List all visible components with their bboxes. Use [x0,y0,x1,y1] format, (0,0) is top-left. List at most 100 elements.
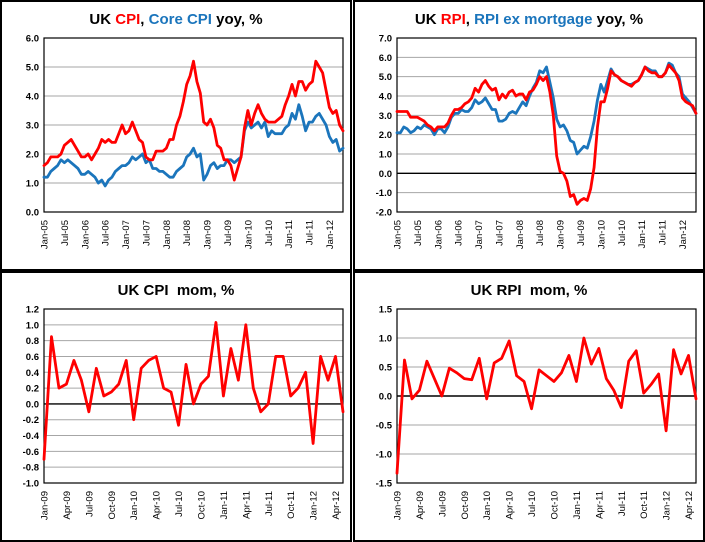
y-axis-tick-label: -1.0 [376,188,392,199]
x-axis-tick-label: Jul-07 [494,220,505,246]
chart-title-rpi-mom: UK RPI mom, % [355,273,703,305]
x-axis-tick-label: Jul-08 [535,220,546,246]
y-axis-tick-label: 0.0 [379,169,392,180]
x-axis-tick-label: Jan-12 [662,491,673,520]
x-axis-tick-label: Jan-09 [40,491,51,520]
y-axis-tick-label: 1.5 [379,305,393,316]
chart-title-part: UK CPI mom, % [117,281,235,299]
x-axis-tick-label: Oct-10 [196,491,207,520]
x-axis-tick-label: Jan-10 [129,491,140,520]
chart-title-part: CPI [115,10,141,28]
x-axis-tick-label: Apr-10 [152,491,163,520]
chart-title-rpi-rpix-yoy: UK RPI, RPI ex mortgage yoy, % [355,2,703,34]
x-axis-tick-label: Jul-11 [264,491,275,516]
y-axis-tick-label: -0.5 [376,421,393,432]
chart-title-part: RPI [440,10,466,28]
y-axis-tick-label: 4.0 [26,92,39,103]
x-axis-tick-label: Jan-12 [678,220,689,249]
x-axis-tick-label: Jul-10 [527,491,538,517]
x-axis-tick-label: Jul-10 [174,491,185,517]
series-line-rpi [395,63,698,206]
x-axis-tick-label: Apr-11 [594,491,605,519]
y-axis-tick-label: 0.8 [26,336,39,347]
y-axis-tick-label: 1.0 [26,320,39,331]
x-axis-tick-label: Jul-07 [141,220,152,246]
chart-title-part: , [140,10,149,28]
y-axis-tick-label: -1.0 [23,479,39,490]
x-axis-tick-label: Oct-11 [286,491,297,519]
y-axis-tick-label: -0.2 [23,415,39,426]
x-axis-tick-label: Jul-10 [617,220,628,246]
x-axis-tick-label: Jul-11 [617,491,628,516]
y-axis-tick-label: 5.0 [379,72,392,83]
plot-border [43,37,344,213]
y-axis-tick-label: 0.2 [26,384,39,395]
x-axis-tick-label: Jul-06 [101,220,112,246]
x-axis-tick-label: Jan-09 [556,220,567,249]
chart-panel-rpi-rpix-yoy: UK RPI, RPI ex mortgage yoy, % 7.0 6.0 5.0… [353,0,705,271]
x-axis-tick-label: Jan-09 [393,491,404,520]
x-axis-tick-label: Jan-10 [243,220,254,249]
x-axis-tick-label: Jan-06 [80,220,91,249]
series-line-cpi-mom [42,321,345,461]
x-axis-tick-label: Jan-11 [637,220,648,248]
x-axis-tick-label: Oct-10 [549,491,560,520]
y-axis-tick-label: 5.0 [26,63,39,74]
x-axis-tick-label: Jan-07 [121,220,132,249]
x-axis-tick-label: Jul-05 [413,220,424,246]
chart-title-part: yoy, % [592,10,644,28]
y-axis-tick-label: 0.0 [26,208,39,219]
x-axis-tick-label: Jan-10 [482,491,493,520]
x-axis-tick-label: Jan-11 [219,491,230,519]
chart-canvas-cpi-mom: 1.2 1.0 0.8 0.6 0.4 0.2 0.0 -0.2 -0.4 -0.6 -0.8 -1.… [23,305,345,520]
x-axis-tick-label: Jan-08 [162,220,173,249]
x-axis-tick-label: Jan-10 [596,220,607,249]
y-axis-tick-label: 7.0 [379,34,392,45]
y-axis-tick-label: -0.8 [23,463,39,474]
y-axis-tick-label: 2.0 [26,150,39,161]
y-axis-tick-label: -0.4 [23,431,40,442]
chart-title-part: , [465,10,475,28]
chart-title-part: UK RPI mom, % [470,281,588,299]
y-axis-tick-label: 0.6 [26,352,39,363]
y-axis-tick-label: -1.0 [376,450,392,461]
x-axis-tick-label: Apr-09 [62,491,73,520]
x-axis-tick-label: Oct-11 [639,491,650,519]
plot-border [396,37,697,213]
x-axis-tick-label: Jan-05 [393,220,404,249]
x-axis-tick-label: Jul-09 [84,491,95,517]
y-axis-tick-label: 1.0 [26,179,39,190]
y-axis-tick-label: 0.4 [26,368,40,379]
x-axis-tick-label: Jul-11 [658,220,669,245]
y-axis-tick-label: 4.0 [379,92,392,103]
x-axis-tick-label: Jan-07 [474,220,485,249]
x-axis-tick-label: Jan-05 [40,220,51,249]
y-axis-tick-label: 3.0 [26,121,39,132]
x-axis-tick-label: Oct-09 [107,491,118,520]
x-axis-tick-label: Jan-11 [284,220,295,248]
chart-panel-rpi-mom: UK RPI mom, % 1.5 1.0 0.5 0.0 -0.5 -1.0 -1.5 Ja… [353,271,705,542]
x-axis-tick-label: Jan-08 [515,220,526,249]
chart-title-part: Core CPI [148,10,212,28]
y-axis-tick-label: 0.5 [379,363,393,374]
y-axis-tick-label: 3.0 [379,111,392,122]
chart-title-part: RPI ex mortgage [474,10,593,28]
x-axis-tick-label: Jan-11 [572,491,583,519]
series-line-core-cpi [42,103,345,188]
y-axis-tick-label: -1.5 [376,479,393,490]
x-axis-tick-label: Apr-11 [241,491,252,519]
x-axis-tick-label: Jul-11 [305,220,316,245]
chart-title-cpi-core-yoy: UK CPI, Core CPI yoy, % [2,2,350,34]
y-axis-tick-label: 0.0 [379,392,392,403]
x-axis-tick-label: Jan-09 [203,220,214,249]
chart-title-cpi-mom: UK CPI mom, % [2,273,350,305]
plot-border [43,308,344,484]
y-axis-tick-label: -2.0 [376,208,392,219]
chart-panel-cpi-mom: UK CPI mom, % 1.2 1.0 0.8 0.6 0.4 0.2 0.0 -0.2 -… [0,271,352,542]
x-axis-tick-label: Jul-10 [264,220,275,246]
y-axis-tick-label: 0.0 [26,399,39,410]
y-axis-tick-label: 1.0 [379,334,392,345]
